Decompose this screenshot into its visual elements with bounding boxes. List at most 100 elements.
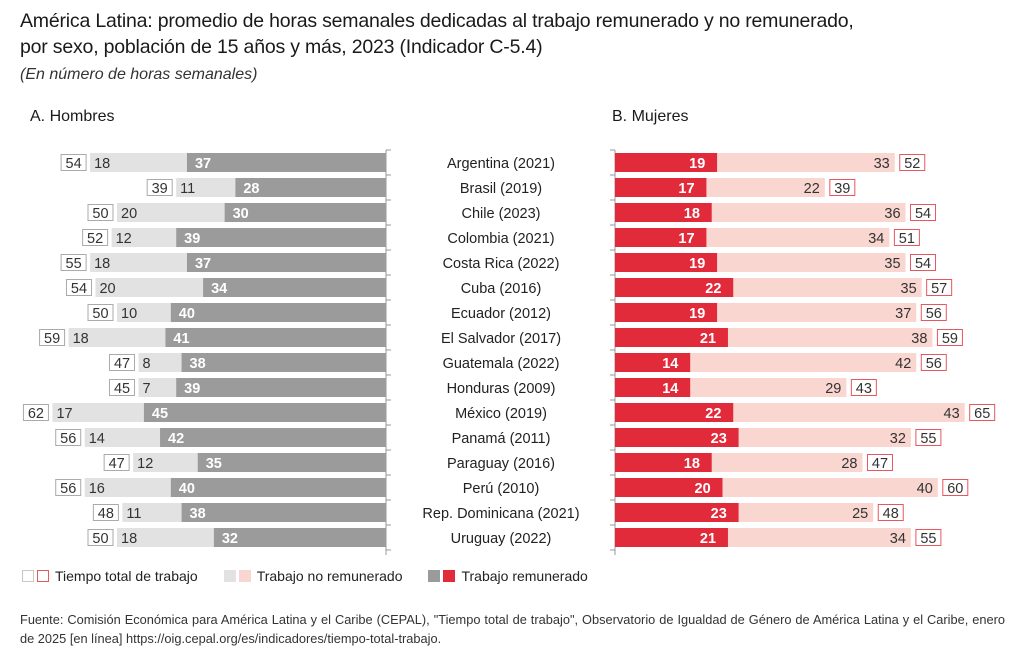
women-unpaid-bar [738,503,874,522]
women-total-box [893,229,920,246]
women-paid-bar [615,403,734,422]
women-paid-bar [615,278,734,297]
men-panel: 37 18 54 28 11 39 30 20 50 39 12 52 37 18 55 34 20 54 40 10… [22,149,391,555]
women-unpaid-bar [690,378,847,397]
women-total-label: 56 [926,306,942,322]
legend-label-unpaid: Trabajo no remunerado [256,568,403,584]
men-total-label: 50 [92,206,108,222]
women-paid-bar [615,228,707,247]
men-total-box [39,329,66,346]
men-paid-bar [143,403,386,422]
legend-item-total: Tiempo total de trabajo [22,568,198,584]
men-paid-bar [176,228,386,247]
men-unpaid-label: 18 [121,531,137,547]
men-total-label: 54 [66,156,82,172]
legend-label-total: Tiempo total de trabajo [55,568,198,584]
legend-item-paid: Trabajo remunerado [428,568,588,584]
women-total-label: 54 [915,206,931,222]
women-paid-label: 17 [678,181,694,197]
women-total-label: 55 [920,431,936,447]
women-paid-bar [615,453,712,472]
men-unpaid-bar [117,303,171,322]
men-unpaid-bar [52,403,144,422]
women-total-box [920,304,947,321]
panel-title-men: A. Hombres [30,108,115,125]
men-paid-bar [235,178,386,197]
women-unpaid-bar [690,353,917,372]
women-unpaid-label: 37 [895,306,911,322]
women-total-label: 48 [883,506,899,522]
men-paid-bar [181,503,386,522]
men-total-box [60,254,87,271]
women-total-label: 55 [920,531,936,547]
men-paid-label: 41 [173,331,189,347]
men-total-label: 48 [98,506,114,522]
men-total-box [87,204,114,221]
women-paid-label: 14 [662,356,678,372]
women-unpaid-bar [717,153,895,172]
men-paid-bar [197,453,386,472]
women-paid-bar [615,353,691,372]
panel-title-women: B. Mujeres [612,108,689,125]
men-total-label: 62 [28,406,44,422]
women-total-label: 43 [856,381,872,397]
men-paid-bar [176,378,386,397]
legend-swatch-paid-men [428,570,441,582]
category-label: Colombia (2021) [447,231,554,247]
men-total-box [146,179,173,196]
category-label: Brasil (2019) [460,181,542,197]
men-total-label: 54 [71,281,87,297]
category-label: México (2019) [455,406,547,422]
women-total-label: 59 [942,331,958,347]
women-paid-label: 22 [705,406,721,422]
men-unpaid-bar [68,328,166,347]
source-note: Fuente: Comisión Económica para América … [20,612,1005,646]
men-paid-bar [186,253,386,272]
men-paid-bar [213,528,386,547]
men-unpaid-bar [84,428,161,447]
men-paid-label: 42 [168,431,184,447]
women-paid-label: 21 [700,331,716,347]
category-label: Ecuador (2012) [451,306,551,322]
women-paid-bar [615,153,718,172]
legend-item-unpaid: Trabajo no remunerado [223,568,403,584]
women-total-label: 56 [926,356,942,372]
men-total-label: 50 [92,531,108,547]
men-total-label: 47 [109,456,125,472]
women-paid-label: 19 [689,256,705,272]
women-unpaid-bar [717,303,917,322]
women-paid-bar [615,503,739,522]
women-total-box [899,154,926,171]
men-total-label: 39 [152,181,168,197]
women-paid-bar [615,328,728,347]
men-total-label: 55 [66,256,82,272]
men-unpaid-label: 12 [137,456,153,472]
women-total-box [942,479,969,496]
category-label: Argentina (2021) [447,156,555,172]
women-unpaid-label: 40 [917,481,933,497]
chart-plot: 37 18 54 28 11 39 30 20 50 39 12 52 37 18 55 34 20 54 40 10… [22,149,996,555]
legend-label-paid: Trabajo remunerado [461,568,588,584]
women-total-box [829,179,856,196]
women-total-box [969,404,996,421]
men-unpaid-label: 11 [180,181,195,197]
men-unpaid-bar [84,478,171,497]
men-paid-bar [203,278,386,297]
men-unpaid-label: 7 [143,381,151,397]
women-total-label: 65 [974,406,990,422]
women-paid-label: 20 [695,481,711,497]
men-unpaid-label: 16 [89,481,105,497]
women-total-label: 39 [834,181,850,197]
category-label: Honduras (2009) [447,381,556,397]
legend-swatch-total-women [37,570,49,582]
category-label: Chile (2023) [462,206,541,222]
women-paid-label: 18 [684,206,700,222]
women-total-box [910,204,937,221]
women-paid-label: 19 [689,156,705,172]
men-total-label: 56 [60,481,76,497]
women-unpaid-bar [711,203,906,222]
men-unpaid-label: 11 [126,506,141,522]
women-total-label: 52 [904,156,920,172]
men-unpaid-bar [133,453,198,472]
women-unpaid-label: 43 [944,406,960,422]
